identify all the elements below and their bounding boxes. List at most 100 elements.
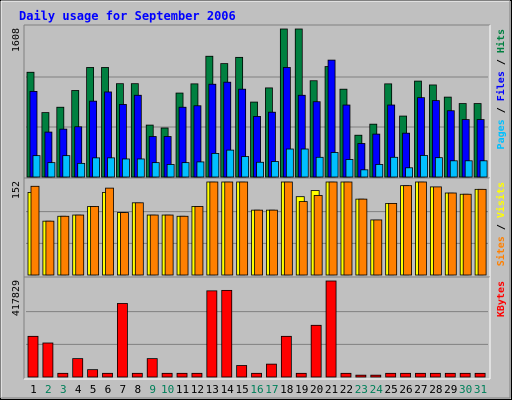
kbytes-bar-kbytes [87, 369, 99, 378]
day-label: 10 [161, 383, 174, 396]
day-label: 14 [221, 383, 235, 396]
day-label: 16 [250, 383, 263, 396]
kbytes-bar-kbytes [429, 372, 441, 378]
kbytes-bar-kbytes [206, 290, 218, 378]
hits-bar-pages [196, 161, 205, 178]
day-label: 17 [265, 383, 278, 396]
visits-bar-sites [75, 214, 85, 276]
kbytes-bar-kbytes [161, 372, 173, 378]
day-label: 12 [191, 383, 204, 396]
hits-legend-part: / [496, 53, 507, 71]
day-label: 11 [176, 383, 189, 396]
day-label: 26 [399, 383, 412, 396]
chart-panels: 1608 Pages / Files / Hits 152 Sites / Visit… [11, 24, 507, 380]
day-label: 6 [105, 383, 112, 396]
kbytes-bar-kbytes [72, 358, 84, 378]
hits-bar-pages [405, 167, 413, 178]
day-label: 27 [414, 383, 427, 396]
day-label: 25 [385, 383, 398, 396]
visits-bar-sites [224, 181, 234, 276]
hits-bar-pages [136, 158, 145, 178]
day-label: 21 [325, 383, 338, 396]
hits-series-files [29, 59, 485, 178]
hits-bar-pages [226, 149, 235, 178]
visits-bar-sites [432, 186, 442, 276]
kbytes-bar-kbytes [310, 324, 322, 378]
kbytes-bar-kbytes [117, 303, 128, 378]
visits-bar-sites [45, 220, 55, 276]
kbytes-bar-kbytes [474, 372, 486, 378]
day-label: 31 [474, 383, 487, 396]
visits-bar-sites [60, 215, 70, 276]
hits-bar-pages [300, 148, 309, 178]
hits-bar-pages [360, 169, 369, 178]
hits-bar-pages [434, 157, 443, 178]
visits-bar-sites [164, 214, 174, 276]
visits-bar-sites [298, 201, 308, 276]
kbytes-bar-kbytes [385, 372, 397, 378]
kbytes-bar-kbytes [191, 372, 203, 378]
hits-bar-pages [32, 155, 41, 178]
kbytes-max-label: 417829 [11, 280, 22, 316]
visits-bar-sites [373, 219, 383, 276]
hits-bar-pages [271, 161, 279, 178]
kbytes-bar-kbytes [146, 358, 158, 378]
hits-max-label: 1608 [11, 28, 22, 52]
day-label: 20 [310, 383, 323, 396]
kbytes-bar-kbytes [57, 372, 69, 378]
kbytes-axis-legend: KBytes [496, 281, 507, 317]
day-label: 22 [340, 383, 353, 396]
kbytes-bar-kbytes [415, 372, 426, 378]
hits-legend-part: / [496, 101, 507, 119]
kbytes-bar-kbytes [325, 280, 337, 378]
hits-bar-pages [151, 162, 160, 178]
hits-panel: 1608 Pages / Files / Hits [11, 24, 507, 180]
day-label: 4 [75, 383, 82, 396]
hits-bar-pages [285, 148, 294, 178]
kbytes-bar-kbytes [102, 372, 113, 378]
day-label: 30 [459, 383, 472, 396]
visits-legend-part: Sites [495, 236, 507, 266]
kbytes-bar-kbytes [251, 372, 262, 378]
visits-bar-sites [283, 181, 293, 276]
visits-bar-sites [194, 206, 204, 276]
day-label: 5 [90, 383, 97, 396]
visits-bar-sites [105, 187, 114, 276]
kbytes-bar-kbytes [280, 335, 292, 378]
hits-bar-pages [479, 160, 488, 178]
kbytes-bar-kbytes [355, 374, 367, 378]
kbytes-bar-kbytes [459, 372, 471, 378]
visits-max-label: 152 [11, 181, 22, 199]
visits-bar-sites [179, 215, 189, 276]
hits-bar-pages [345, 159, 354, 178]
day-label: 24 [370, 383, 384, 396]
kbytes-bar-kbytes [340, 372, 352, 378]
day-label: 28 [429, 383, 442, 396]
visits-bar-sites [328, 181, 338, 276]
kbytes-bar-kbytes [295, 372, 307, 378]
kbytes-bar-kbytes [400, 372, 411, 378]
hits-bar-pages [62, 155, 71, 178]
visits-bar-sites [343, 181, 353, 276]
day-label: 7 [120, 383, 127, 396]
visits-bar-sites [209, 181, 219, 276]
hits-bar-pages [122, 158, 130, 178]
visits-bar-sites [358, 198, 368, 276]
day-label: 18 [280, 383, 293, 396]
day-label: 15 [235, 383, 248, 396]
visits-axis-legend: Sites / Visits [495, 182, 507, 266]
kbytes-bar-kbytes [444, 372, 456, 378]
hits-bar-pages [375, 164, 384, 178]
visits-bar-sites [30, 185, 40, 276]
hits-bar-pages [241, 156, 250, 178]
visits-bar-sites [462, 193, 472, 276]
day-label: 23 [355, 383, 368, 396]
visits-bar-sites [254, 209, 263, 276]
visits-bar-sites [269, 209, 278, 276]
hits-bar-pages [256, 161, 264, 178]
visits-bar-sites [388, 203, 398, 276]
kbytes-bar-kbytes [27, 335, 39, 378]
day-label: 3 [60, 383, 67, 396]
kbytes-bar-kbytes [236, 365, 248, 378]
